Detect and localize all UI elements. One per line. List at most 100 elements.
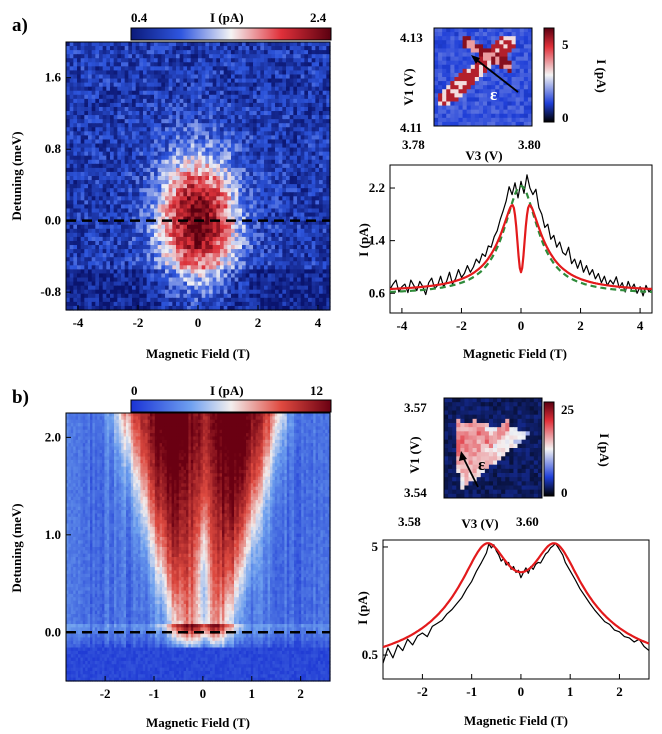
heatmap-a-cell [326,106,331,112]
heatmap-a-cell [66,111,71,116]
heatmap-a-cell [113,269,118,275]
heatmap-a-cell [157,167,162,173]
heatmap-a-cell [179,184,184,189]
heatmap-a-cell [113,54,118,59]
heatmap-a-cell [179,171,184,177]
heatmap-a-cell [154,155,159,161]
heatmap-a-cell [113,66,118,72]
heatmap-a-cell [253,139,258,145]
inset-a-cell [438,32,443,37]
heatmap-a-cell [282,151,287,157]
heatmap-a-cell [165,188,170,193]
heatmap-a-cell [271,265,276,270]
heatmap-a-cell [102,253,107,258]
inset-a-cell [519,40,525,45]
heatmap-a-cell [238,155,243,161]
heatmap-a-cell [117,301,122,307]
inset-a-cell [470,36,476,41]
heatmap-a-cell [260,78,265,84]
heatmap-a-cell [66,253,71,258]
heatmap-a-cell [220,131,225,136]
heatmap-a-cell [260,224,265,230]
heatmap-a-cell [190,123,195,128]
heatmap-a-cell [146,301,151,307]
heatmap-a-cell [154,297,159,303]
heatmap-a-cell [183,127,188,132]
heatmap-a-cell [238,208,243,214]
heatmap-a-cell [308,70,313,76]
heatmap-a-cell [128,265,133,270]
heatmap-a-cell [300,301,305,307]
heatmap-a-cell [315,301,320,307]
heatmap-a-cell [80,204,85,210]
heatmap-a-cell [194,42,199,47]
heatmap-a-cell [311,143,316,149]
heatmap-a-cell [106,257,111,262]
heatmap-a-cell [242,281,247,287]
heatmap-a-cell [322,277,327,283]
heatmap-a-cell [73,196,78,201]
heatmap-a-cell [220,228,225,234]
heatmap-a-cell [297,106,302,112]
heatmap-a-cell [99,159,104,165]
heatmap-a-cell [322,305,327,311]
heatmap-a-cell [231,228,236,234]
heatmap-a-cell [264,257,269,262]
heatmap-a-cell [209,273,214,279]
inset-a-cell [470,52,476,58]
heatmap-a-cell [315,155,320,161]
heatmap-a-cell [190,184,195,189]
heatmap-a-cell [128,78,133,84]
heatmap-a-cell [157,208,162,214]
heatmap-a-cell [187,46,192,51]
heatmap-a-cell [249,220,254,226]
heatmap-a-cell [319,151,324,157]
heatmap-a-cell [69,269,74,275]
heatmap-a-cell [168,285,173,291]
heatmap-a-cell [80,305,85,311]
heatmap-a-cell [183,273,188,279]
heatmap-a-cell [187,119,192,124]
heatmap-a-cell [183,50,188,55]
heatmap-a-cell [80,163,85,169]
heatmap-a-cell [282,90,287,96]
inset-a-cell [527,28,533,33]
heatmap-a-cell [209,163,214,169]
heatmap-a-cell [227,261,232,266]
heatmap-a-cell [245,82,250,88]
heatmap-a-cell [113,159,118,165]
heatmap-a-cell [154,111,159,116]
heatmap-a-cell [113,94,118,100]
heatmap-a-cell [102,102,107,108]
heatmap-a-cell [161,220,166,226]
heatmap-a-cell [77,131,82,136]
heatmap-a-cell [289,86,294,92]
heatmap-a-cell [139,46,144,51]
heatmap-a-cell [179,106,184,112]
heatmap-a-cell [227,167,232,173]
inset-a-cell [434,60,439,66]
heatmap-a-cell [304,78,309,84]
heatmap-a-cell [322,273,327,279]
heatmap-a-cell [234,58,239,63]
map-a-ytick-label: -0.8 [40,284,61,299]
heatmap-a-cell [139,82,144,88]
heatmap-a-cell [278,102,283,108]
heatmap-a-cell [227,58,232,63]
heatmap-a-cell [69,249,74,254]
heatmap-a-cell [242,269,247,275]
heatmap-a-cell [190,196,195,201]
heatmap-a-cell [113,102,118,108]
heatmap-a-cell [293,285,298,291]
heatmap-a-cell [139,111,144,116]
heatmap-a-cell [220,143,225,149]
heatmap-a-cell [227,74,232,80]
heatmap-a-cell [293,289,298,295]
heatmap-a-cell [209,70,214,76]
map-a-ytick-label: 0.8 [45,141,62,156]
inset-a-cell [519,48,525,53]
heatmap-a-cell [121,212,126,218]
heatmap-a-cell [289,163,294,169]
heatmap-a-cell [146,204,151,210]
heatmap-a-cell [168,305,173,311]
